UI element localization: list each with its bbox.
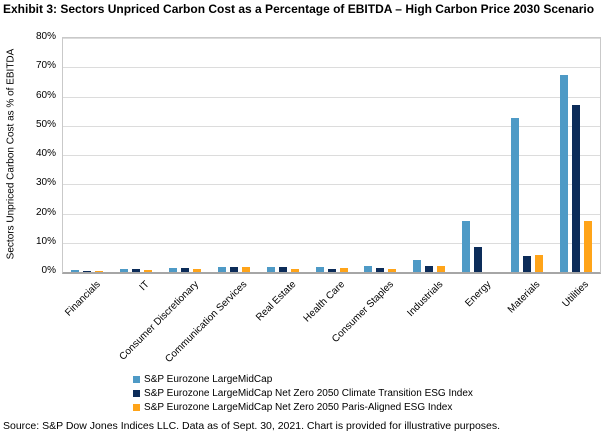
source-note: Source: S&P Dow Jones Indices LLC. Data …	[3, 420, 501, 432]
bar-group	[169, 38, 202, 272]
y-axis-tick-label: 40%	[35, 148, 56, 159]
bar	[437, 266, 446, 272]
bar	[181, 267, 190, 272]
y-axis-tick-label: 0%	[41, 265, 56, 276]
bar-group	[364, 38, 397, 272]
x-axis-label: Materials	[506, 279, 543, 316]
bar	[315, 267, 324, 272]
plot-area	[62, 37, 601, 274]
gridline	[63, 96, 600, 98]
bar	[327, 268, 336, 272]
bar	[132, 269, 141, 272]
legend-label: S&P Eurozone LargeMidCap Net Zero 2050 C…	[144, 388, 473, 399]
bar-group	[510, 38, 543, 272]
y-axis-tick-label: 60%	[35, 89, 56, 101]
bar	[376, 267, 385, 272]
bar-group	[559, 38, 592, 272]
y-axis-tick-label: 20%	[35, 206, 56, 218]
x-axis-label: IT	[137, 279, 153, 294]
bar	[83, 270, 92, 272]
bar	[413, 259, 422, 272]
bar	[571, 105, 580, 272]
bar	[120, 269, 129, 272]
gridline	[63, 38, 600, 39]
bar-group	[71, 38, 104, 272]
y-axis-tick-label: 50%	[35, 118, 56, 130]
legend: S&P Eurozone LargeMidCap S&P Eurozone Lar…	[0, 374, 606, 413]
legend-swatch	[133, 404, 141, 411]
bar	[241, 267, 250, 272]
x-axis-label: Communication Services	[163, 279, 250, 365]
x-axis-label: Financials	[63, 279, 104, 319]
bar	[583, 220, 592, 272]
page-title: Exhibit 3: Sectors Unpriced Carbon Cost …	[3, 2, 595, 16]
bar	[71, 270, 80, 272]
legend-label: S&P Eurozone LargeMidCap	[144, 374, 273, 385]
legend-swatch	[133, 376, 141, 383]
legend-swatch	[133, 390, 141, 397]
bar-group	[120, 38, 153, 272]
bar	[144, 270, 153, 272]
y-axis-tick-label: 10%	[35, 235, 56, 247]
x-axis-label: Health Care	[301, 279, 348, 325]
y-axis-tick-label: 70%	[35, 60, 56, 72]
bar	[534, 255, 543, 272]
bar	[266, 267, 275, 272]
bar	[339, 268, 348, 272]
bar	[229, 267, 238, 272]
bar-group	[413, 38, 446, 272]
bar	[473, 246, 482, 272]
bar	[388, 268, 397, 272]
gridline	[63, 242, 600, 244]
gridline	[63, 125, 600, 127]
bar	[290, 269, 299, 272]
x-axis-label: Industrials	[404, 279, 445, 320]
y-axis-tick-label: 80%	[35, 31, 56, 42]
bar	[193, 268, 202, 272]
x-axis-label: Real Estate	[254, 279, 299, 324]
bar	[95, 270, 104, 272]
bar	[217, 267, 226, 272]
y-axis-tick-label: 30%	[35, 177, 56, 189]
bar	[364, 266, 373, 272]
legend-item: S&P Eurozone LargeMidCap Net Zero 2050 P…	[133, 402, 473, 413]
legend-item: S&P Eurozone LargeMidCap Net Zero 2050 C…	[133, 388, 473, 399]
legend-item: S&P Eurozone LargeMidCap	[133, 374, 473, 385]
bar-group	[217, 38, 250, 272]
bar	[425, 265, 434, 272]
gridline	[63, 184, 600, 186]
bar	[522, 255, 531, 272]
x-axis-label: Consumer Discretionary	[117, 279, 201, 363]
bar	[510, 117, 519, 272]
gridline	[63, 213, 600, 215]
gridline	[63, 67, 600, 69]
x-axis-label: Utilities	[560, 279, 592, 310]
legend-label: S&P Eurozone LargeMidCap Net Zero 2050 P…	[144, 402, 453, 413]
bar-group	[461, 38, 494, 272]
bar	[461, 221, 470, 272]
bar-group	[266, 38, 299, 272]
bar	[278, 267, 287, 272]
bar	[559, 74, 568, 272]
x-axis-label: Energy	[463, 279, 494, 310]
bar-group	[315, 38, 348, 272]
bar	[169, 267, 178, 272]
gridline	[63, 155, 600, 156]
